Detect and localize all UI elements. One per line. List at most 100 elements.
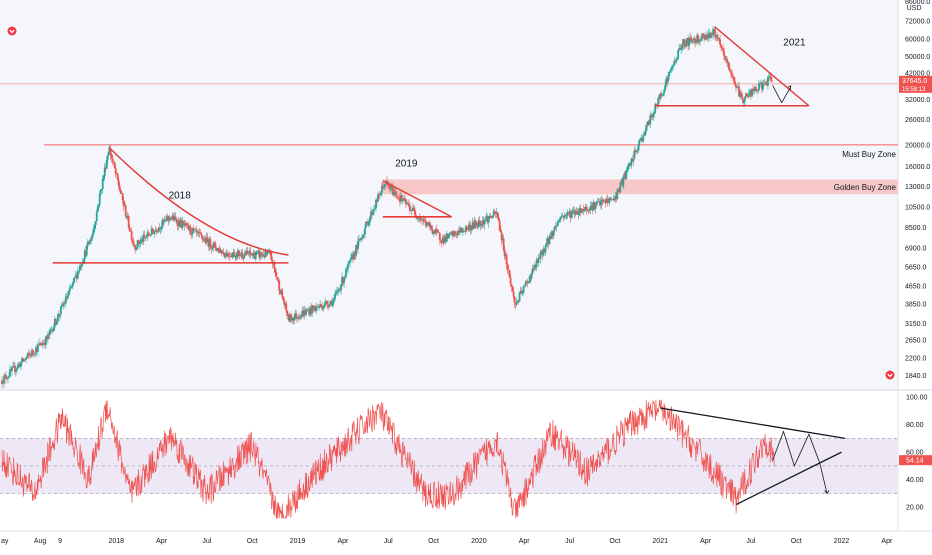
- candle-body: [676, 58, 679, 61]
- candle-body: [608, 198, 611, 204]
- candle-body: [122, 200, 125, 207]
- candle-body: [626, 169, 629, 172]
- alert-down-icon[interactable]: [7, 26, 17, 36]
- time-tick-label: Oct: [791, 538, 802, 545]
- candle-body: [1, 380, 3, 384]
- candle-body: [762, 84, 764, 90]
- candle-body: [637, 145, 640, 151]
- candle-body: [577, 214, 580, 216]
- candle-body: [299, 317, 302, 319]
- candle-body: [574, 212, 577, 215]
- price-tick-label: 6900.0: [905, 245, 927, 252]
- candle-body: [558, 219, 561, 222]
- candle-body: [433, 231, 436, 233]
- triangle-resistance-2021[interactable]: [714, 26, 810, 107]
- candle-body: [37, 344, 40, 346]
- candle-body: [344, 276, 346, 279]
- candle-body: [221, 251, 224, 254]
- candle-body: [582, 209, 585, 212]
- candle-body: [567, 212, 570, 214]
- candle-body: [527, 282, 530, 284]
- candle-body: [758, 83, 760, 91]
- oscillator-resistance-trendline[interactable]: [660, 407, 846, 439]
- oscillator-support-trendline[interactable]: [736, 451, 842, 506]
- candle-body: [86, 242, 89, 246]
- candle-body: [665, 78, 668, 85]
- candle-body: [472, 222, 475, 229]
- oscillator-axis[interactable]: 100.00 80.00 60.00 40.00 20.00 54.14: [899, 395, 932, 512]
- candle-body: [405, 199, 407, 204]
- time-axis[interactable]: ay Aug 9 2018 Apr Jul Oct 2019 Apr Jul Oct 2020 Apr J…: [1, 538, 893, 545]
- candle-body: [209, 239, 212, 247]
- candle-body: [65, 296, 68, 299]
- candle-body: [347, 263, 349, 269]
- candle-body: [476, 222, 479, 228]
- candle-body: [319, 304, 322, 308]
- candle-body: [337, 290, 339, 292]
- triangle-resistance-2018[interactable]: [108, 146, 289, 256]
- candle-body: [539, 251, 542, 259]
- oscillator-value-label: 54.14: [906, 458, 924, 465]
- candle-body: [260, 252, 263, 256]
- candle-body: [244, 254, 247, 256]
- price-tick-label: 42000.0: [905, 71, 930, 78]
- candle-body: [57, 314, 60, 316]
- scroll-down-icon[interactable]: [885, 370, 895, 380]
- candle-body: [215, 248, 218, 251]
- candle-body: [532, 268, 535, 270]
- candle-body: [449, 232, 452, 234]
- candle-body: [375, 199, 377, 209]
- candle-body: [90, 236, 93, 241]
- candle-body: [485, 216, 488, 220]
- oscillator-projection[interactable]: [772, 430, 828, 494]
- candle-body: [705, 34, 707, 40]
- last-price-badge: [899, 75, 932, 93]
- candle-body: [351, 254, 353, 258]
- candle-body: [424, 221, 427, 227]
- candle-body: [393, 191, 395, 195]
- candle-body: [420, 219, 423, 221]
- candle-body: [226, 253, 229, 257]
- must-buy-zone-label: Must Buy Zone: [842, 150, 896, 159]
- candle-body: [4, 375, 6, 377]
- candle-body: [511, 286, 514, 292]
- candle-body: [43, 342, 46, 345]
- candle-body: [477, 220, 480, 228]
- triangle-resistance-2019[interactable]: [382, 180, 453, 218]
- projection-arrow[interactable]: [772, 85, 792, 104]
- candle-body: [546, 237, 549, 243]
- candle-body: [268, 251, 271, 253]
- candle-body: [174, 216, 177, 219]
- candle-body: [363, 234, 365, 235]
- candle-body: [456, 230, 459, 236]
- candle-body: [27, 352, 29, 357]
- candle-body: [176, 222, 179, 226]
- candle-body: [413, 210, 416, 215]
- candle-body: [484, 219, 487, 221]
- golden-buy-zone[interactable]: [382, 179, 898, 195]
- candle-body: [362, 234, 364, 239]
- candle-body: [346, 268, 348, 270]
- candle-body: [151, 228, 154, 232]
- candle-body: [593, 202, 596, 209]
- candle-body: [116, 173, 119, 180]
- candle-body: [728, 62, 730, 70]
- price-tick-label: 13000.0: [905, 184, 930, 191]
- candle-body: [748, 93, 750, 97]
- candle-body: [275, 271, 278, 278]
- candle-body: [224, 253, 227, 257]
- candle-body: [62, 303, 65, 306]
- candle-body: [682, 39, 685, 46]
- candle-body: [689, 37, 692, 40]
- candle-body: [211, 247, 214, 249]
- candle-body: [754, 86, 756, 90]
- candle-body: [735, 84, 737, 88]
- price-tick-label: 16000.0: [905, 164, 930, 171]
- candle-body: [757, 90, 759, 91]
- candle-body: [473, 220, 476, 229]
- candle-body: [212, 243, 215, 248]
- candle-body: [302, 311, 305, 317]
- candle-body: [58, 314, 61, 316]
- candle-body: [134, 247, 137, 250]
